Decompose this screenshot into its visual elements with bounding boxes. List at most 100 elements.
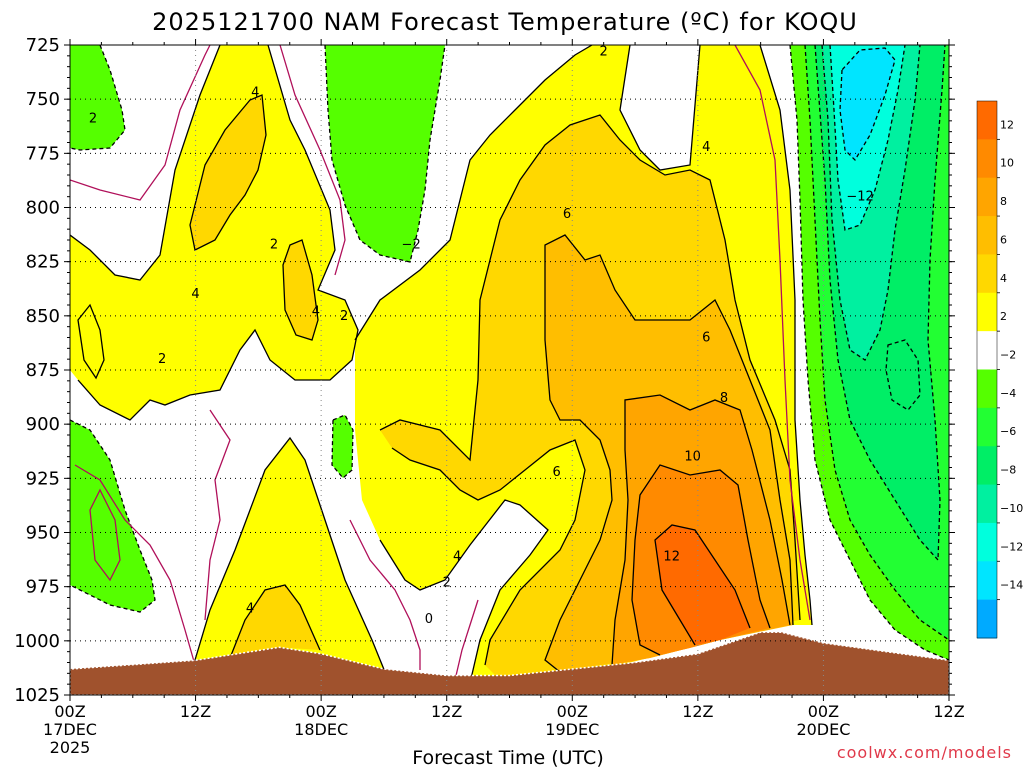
contour-label: 12 (663, 549, 680, 564)
colorbar-tick-label: −4 (1000, 387, 1016, 400)
contour-label: 4 (702, 140, 710, 155)
contour-zero-line-e (349, 519, 421, 670)
x-tick-label: 00Z (808, 702, 839, 721)
contour-zero-line-g (734, 45, 811, 621)
fill-minus2-to-minus4-topleft (70, 45, 125, 150)
y-tick-label: 925 (26, 468, 60, 489)
y-tick-label: 950 (26, 523, 60, 544)
y-tick-label: 900 (26, 414, 60, 435)
fill-minus12-to-minus14-right (840, 48, 895, 160)
colorbar-bin (977, 331, 997, 370)
colorbar-bin (977, 177, 997, 217)
contour-label: −12 (846, 190, 873, 205)
temperature-fills (70, 45, 812, 683)
contour-minus2-top (324, 45, 446, 263)
x-tick-label: 00Z (54, 702, 85, 721)
contour-label: 2 (600, 45, 608, 60)
contour-label: 4 (246, 601, 254, 616)
contour-plus4-lower (391, 439, 586, 666)
x-tick-label: 12Z (933, 702, 964, 721)
y-tick-label: 825 (26, 252, 60, 273)
contour-label: −2 (402, 237, 421, 252)
fill-4-to-6-lower-left (230, 585, 320, 658)
contour-label-group: 4 (312, 305, 320, 320)
contour-label-group: 6 (563, 207, 571, 222)
y-tick-label: 800 (26, 198, 60, 219)
fill-4-to-6-left-a (190, 95, 266, 250)
contour-zero-line-f (454, 599, 479, 681)
colorbar-tick-label: 6 (1000, 233, 1007, 246)
contour-label-group: 2 (443, 575, 451, 590)
contour-plus2-lower (194, 436, 386, 673)
contour-label: 4 (191, 287, 199, 302)
x-tick-label: 00Z (305, 702, 336, 721)
contour-plus2-center (379, 499, 549, 684)
contour-label-group: 12 (663, 549, 680, 564)
colorbar-tick-label: −14 (1000, 579, 1023, 592)
contour-label-group: 8 (720, 391, 728, 406)
plot-area (70, 45, 949, 695)
colorbar-bin (977, 292, 997, 332)
contour-label: 8 (720, 391, 728, 406)
colorbar-bin (977, 101, 997, 140)
colorbar-bin (977, 484, 997, 524)
y-tick-label: 1025 (14, 685, 60, 706)
contour-label-group: 4 (191, 287, 199, 302)
contour-label-group: 10 (684, 450, 701, 465)
contour-label-group: 4 (453, 549, 461, 564)
y-axis: 7257507758008258508759009259509751000102… (14, 35, 955, 706)
contour-plus4-lower-left (229, 584, 321, 659)
contour-label-group: −12 (846, 190, 873, 205)
y-tick-label: 975 (26, 577, 60, 598)
x-tick-label: 12Z (682, 702, 713, 721)
contour-label: 2 (270, 237, 278, 252)
fill-minus6-blob-right (886, 340, 920, 410)
contour-label: 6 (563, 207, 571, 222)
contour-label: 4 (453, 549, 461, 564)
contour-plus2-left-island (77, 303, 105, 380)
x-axis-label: Forecast Time (UTC) (412, 747, 603, 768)
contour-label: 2 (158, 352, 166, 367)
contour-label-group: 4 (246, 601, 254, 616)
y-tick-label: 1000 (14, 631, 60, 652)
contour-minus4-right (804, 45, 949, 641)
colorbar-tick-label: −2 (1000, 349, 1016, 362)
contour-minus2-right (789, 45, 949, 661)
x-tick-year: 2025 (50, 738, 91, 757)
contour-minus10-right (829, 45, 906, 231)
contour-label-group: −2 (402, 237, 421, 252)
x-tick-date: 18DEC (294, 720, 348, 739)
contour-label-group: 4 (251, 86, 259, 101)
x-tick-date: 19DEC (545, 720, 599, 739)
fill-12-to-14 (655, 525, 750, 645)
colorbar-tick-label: 8 (1000, 195, 1007, 208)
y-tick-label: 850 (26, 306, 60, 327)
contour-plus2-left (70, 45, 221, 281)
colorbar-bin (977, 446, 997, 486)
contour-label-group: 2 (340, 309, 348, 324)
contour-minus2-blob (331, 414, 354, 479)
colorbar-bin (977, 407, 997, 447)
contour-label-group: 0 (425, 612, 433, 627)
credit-text: coolwx.com/models (837, 743, 1012, 762)
contour-plus2-center-b (619, 45, 701, 171)
contour-minus2-left (70, 419, 156, 613)
contour-zero-line-d (204, 409, 231, 621)
fill-2-to-4-lower-left (195, 438, 385, 672)
colorbar-tick-label: −12 (1000, 540, 1023, 553)
y-tick-label: 775 (26, 143, 60, 164)
x-tick-date: 17DEC (43, 720, 97, 739)
colorbar-tick-label: 2 (1000, 310, 1007, 323)
contour-plus2-left-b (77, 45, 359, 421)
x-tick-label: 12Z (431, 702, 462, 721)
contour-minus6-right (814, 45, 946, 562)
contour-label: 2 (89, 112, 97, 127)
x-tick-label: 00Z (557, 702, 588, 721)
contour-plus8 (611, 394, 791, 666)
colorbar-tick-label: −6 (1000, 425, 1016, 438)
contour-label: 4 (251, 86, 259, 101)
contour-plus2-center-top (354, 45, 593, 341)
colorbar-bin (977, 216, 997, 255)
